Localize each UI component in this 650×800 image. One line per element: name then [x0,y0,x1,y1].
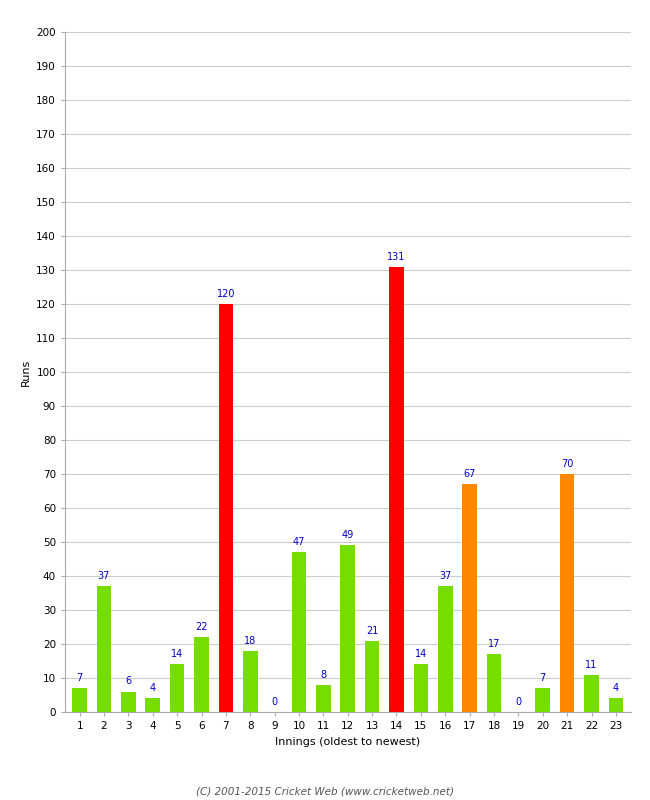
Text: 49: 49 [342,530,354,540]
Text: 37: 37 [439,571,452,581]
Bar [97,586,111,712]
Bar [560,474,575,712]
Bar [218,304,233,712]
Text: 6: 6 [125,677,131,686]
Text: 37: 37 [98,571,111,581]
Bar [487,654,501,712]
Text: 8: 8 [320,670,326,680]
Text: 67: 67 [463,469,476,479]
Text: 7: 7 [77,673,83,683]
Text: 4: 4 [613,683,619,694]
Bar [341,546,355,712]
Bar [536,688,550,712]
Bar [584,674,599,712]
Text: 4: 4 [150,683,156,694]
Bar [438,586,452,712]
Bar [316,685,331,712]
Text: 7: 7 [540,673,546,683]
Bar [413,664,428,712]
Text: 21: 21 [366,626,378,635]
Bar [194,637,209,712]
Text: 14: 14 [171,650,183,659]
Bar [365,641,380,712]
Text: 11: 11 [586,659,597,670]
Bar [146,698,160,712]
Bar [608,698,623,712]
Bar [389,266,404,712]
Text: (C) 2001-2015 Cricket Web (www.cricketweb.net): (C) 2001-2015 Cricket Web (www.cricketwe… [196,786,454,796]
Bar [243,651,257,712]
Text: 18: 18 [244,636,256,646]
Text: 0: 0 [272,697,278,707]
X-axis label: Innings (oldest to newest): Innings (oldest to newest) [275,737,421,746]
Text: 120: 120 [216,289,235,299]
Text: 22: 22 [195,622,208,632]
Text: 14: 14 [415,650,427,659]
Bar [462,484,477,712]
Text: 0: 0 [515,697,521,707]
Bar [292,552,306,712]
Bar [121,691,136,712]
Bar [170,664,185,712]
Y-axis label: Runs: Runs [21,358,31,386]
Bar [72,688,87,712]
Text: 47: 47 [292,537,306,547]
Text: 17: 17 [488,639,500,649]
Text: 70: 70 [561,459,573,469]
Text: 131: 131 [387,251,406,262]
